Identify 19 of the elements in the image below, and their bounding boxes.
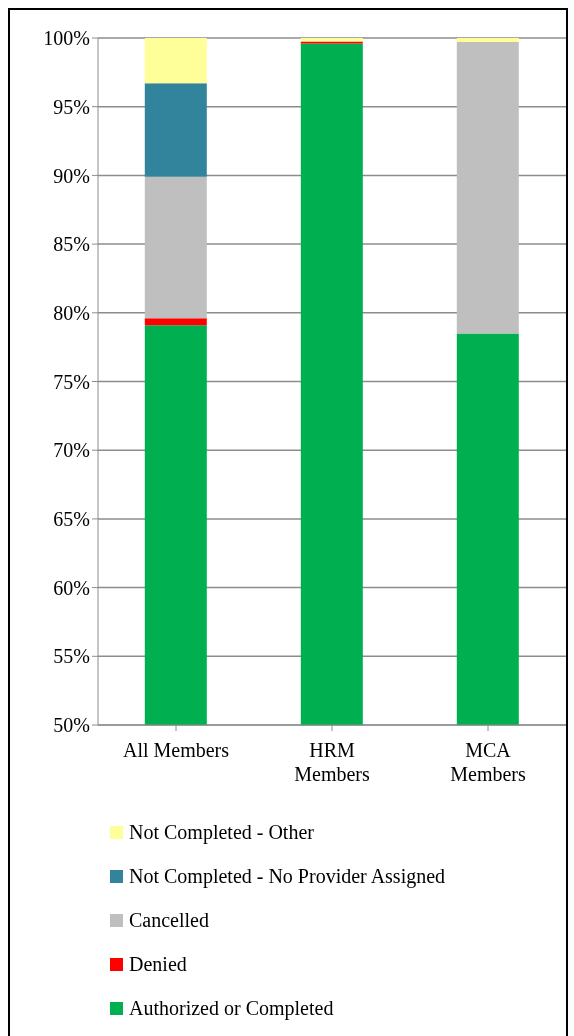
y-tick-label: 75% bbox=[53, 370, 90, 393]
y-tick-label: 50% bbox=[53, 714, 90, 737]
y-tick-label: 60% bbox=[53, 576, 90, 599]
y-tick-label: 70% bbox=[53, 439, 90, 462]
x-tick-label: HRM Members bbox=[294, 739, 370, 785]
y-tick-label: 80% bbox=[53, 301, 90, 324]
legend-label: Authorized or Completed bbox=[129, 996, 334, 1020]
legend-label: Not Completed - Other bbox=[129, 820, 314, 844]
legend-label: Cancelled bbox=[129, 908, 209, 932]
x-tick-label: MCA Members bbox=[450, 739, 526, 785]
x-tick-label: All Members bbox=[122, 739, 230, 761]
legend-label: Not Completed - No Provider Assigned bbox=[129, 864, 446, 888]
y-tick-label: 85% bbox=[53, 233, 90, 256]
legend-label: Denied bbox=[129, 952, 187, 976]
y-tick-label: 100% bbox=[43, 27, 90, 50]
y-tick-label: 90% bbox=[53, 164, 90, 187]
y-tick-label: 65% bbox=[53, 508, 90, 530]
y-tick-label: 55% bbox=[53, 645, 90, 668]
y-tick-label: 95% bbox=[53, 95, 90, 118]
